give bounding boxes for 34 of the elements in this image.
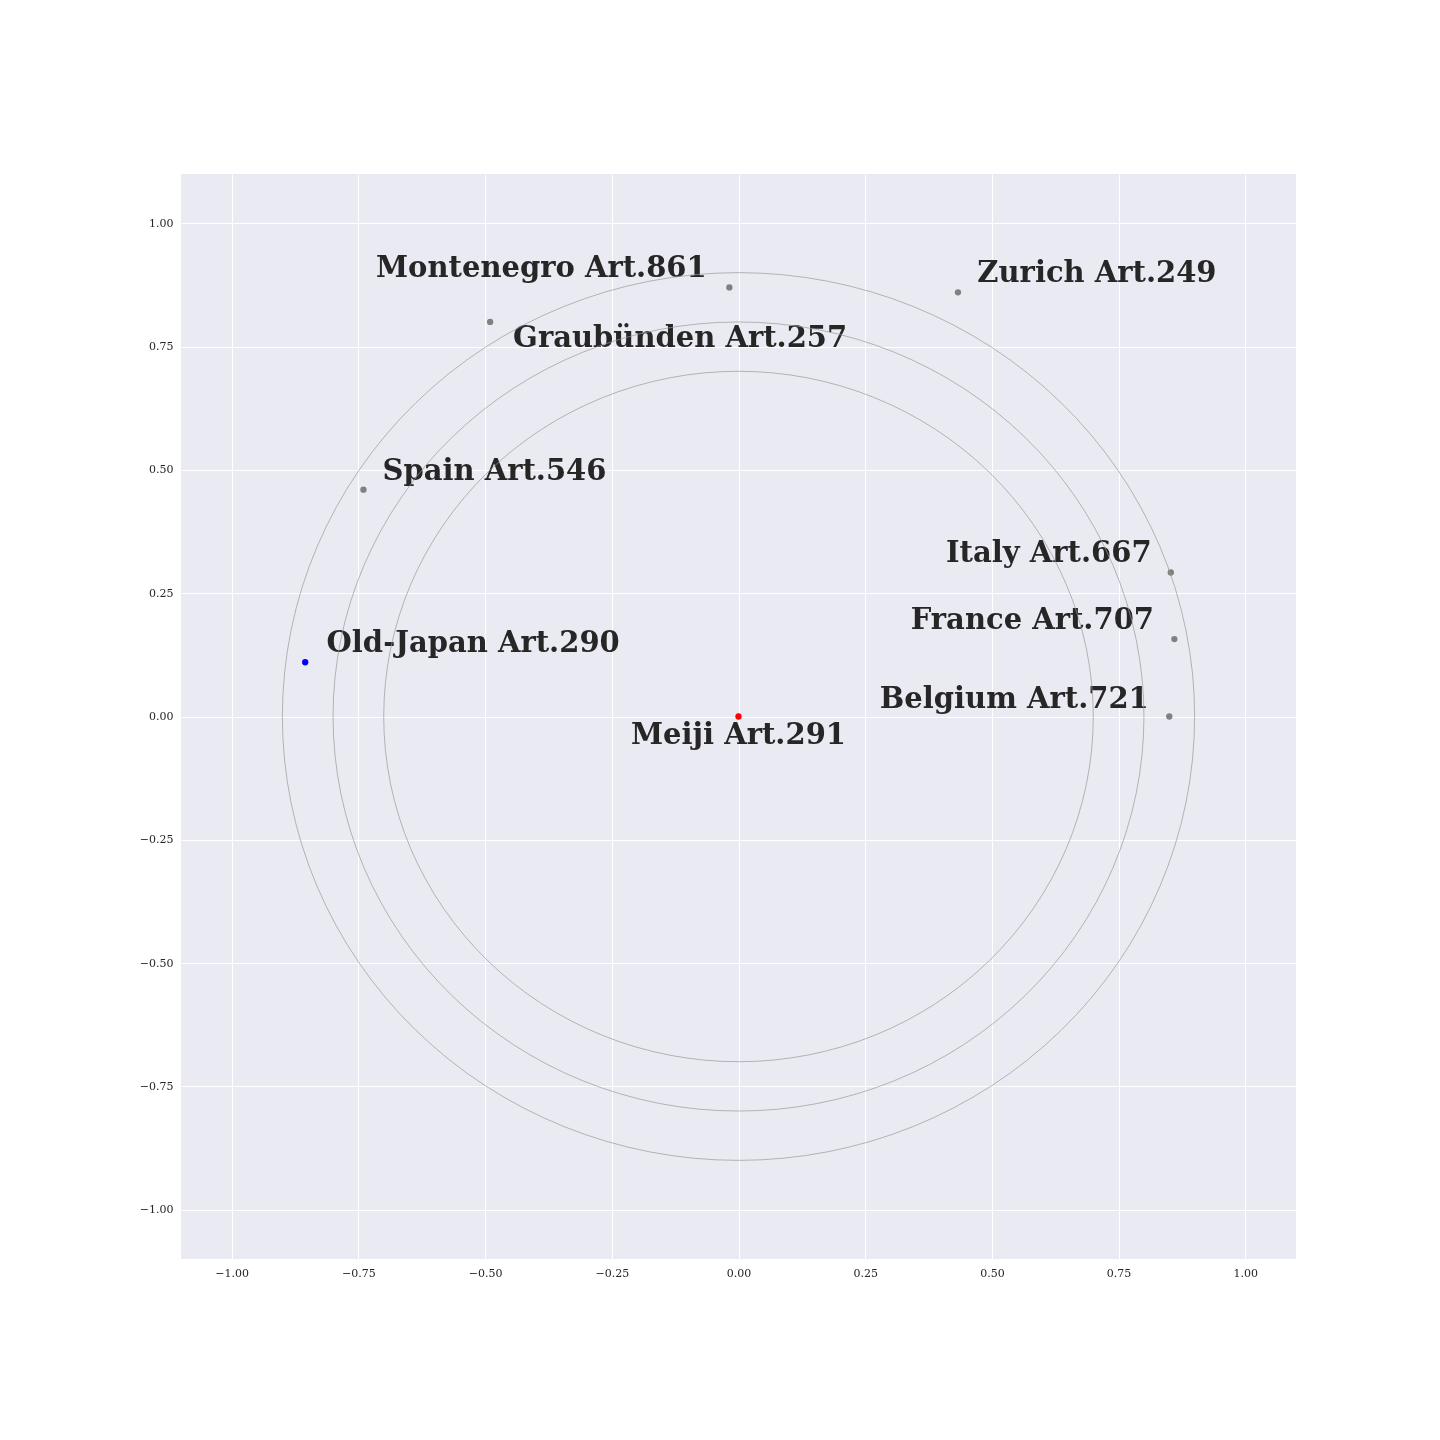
annotation: Spain Art.546 [382,452,607,487]
annotation: Meiji Art.291 [631,716,846,751]
annotation: Zurich Art.249 [977,255,1217,290]
x-tick-label: 0.00 [726,1266,752,1280]
x-tick-label: 1.00 [1233,1266,1259,1280]
y-tick-label: −1.00 [139,1203,174,1217]
x-tick-label: 0.75 [1106,1266,1132,1280]
y-tick-label: 0.25 [149,586,174,600]
y-tick-label: −0.25 [139,833,174,847]
annotation: Belgium Art.721 [879,680,1149,715]
annotation: Old-Japan Art.290 [326,625,620,660]
point [954,289,962,296]
annotation: France Art.707 [910,602,1154,637]
point [726,284,733,291]
point [1171,635,1178,643]
point [302,659,309,666]
point [1166,713,1173,720]
point [487,318,494,326]
x-tick-label: −0.25 [595,1266,630,1280]
x-tick-label: −0.75 [342,1266,376,1280]
x-tick-label: 0.50 [980,1266,1005,1280]
y-tick-label: 1.00 [149,216,174,230]
y-tick-label: 0.50 [149,463,174,477]
annotation: Italy Art.667 [946,535,1152,570]
x-tick-label: 0.25 [853,1266,878,1280]
y-tick-label: −0.50 [139,956,174,970]
x-tick-label: −0.50 [468,1266,503,1280]
annotation: Montenegro Art.861 [376,250,707,285]
point [360,486,367,493]
y-tick-label: −0.75 [139,1079,174,1093]
y-tick-label: 0.00 [149,710,174,723]
annotation: Graubünden Art.257 [513,319,848,354]
x-tick-label: −1.00 [215,1266,250,1280]
y-tick-label: 0.75 [149,340,174,354]
